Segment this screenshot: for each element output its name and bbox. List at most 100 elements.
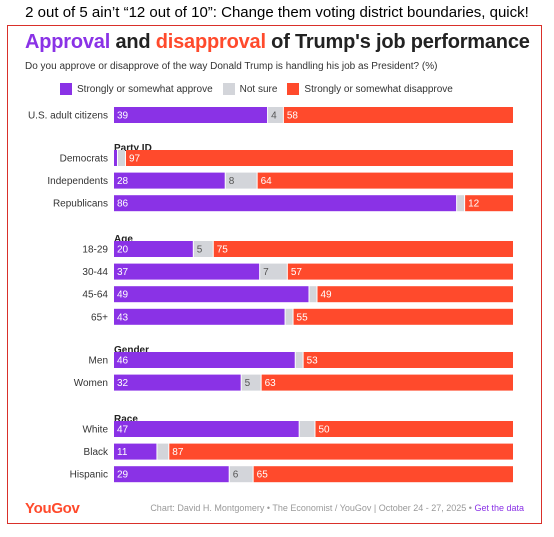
legend-label-approve: Strongly or somewhat approve	[77, 83, 213, 95]
data-label-disapprove: 49	[320, 290, 332, 301]
title-disapproval: disapproval	[155, 31, 266, 53]
bar-not-sure	[241, 374, 261, 391]
group-heading: Party ID	[114, 143, 152, 154]
data-label-approve: 32	[117, 378, 129, 389]
bar-disapprove	[303, 352, 513, 368]
data-label-disapprove: 75	[217, 245, 229, 256]
bar-not-sure	[299, 421, 315, 437]
data-label-not-sure: 5	[245, 378, 251, 389]
data-label-not-sure: 4	[271, 111, 277, 122]
row-label: U.S. adult citizens	[28, 111, 108, 122]
row-label: 65+	[91, 312, 108, 323]
row-label: Women	[74, 378, 108, 389]
data-label-disapprove: 63	[265, 378, 277, 389]
title-and: and	[110, 31, 156, 53]
data-label-approve: 47	[117, 425, 129, 436]
credit-text: Chart: David H. Montgomery • The Economi…	[150, 503, 475, 513]
bar-approve	[114, 286, 309, 303]
bar-approve	[114, 150, 117, 166]
bar-approve	[114, 263, 260, 280]
legend-swatch-approve	[60, 83, 72, 95]
bar-approve	[114, 466, 229, 483]
data-label-approve: 37	[117, 267, 129, 278]
bar-approve	[114, 107, 268, 123]
bar-disapprove	[315, 421, 513, 437]
bar-disapprove	[293, 308, 513, 325]
data-label-disapprove: 57	[291, 267, 303, 278]
row-label: 18-29	[82, 245, 108, 256]
data-label-approve: 11	[117, 447, 128, 458]
yougov-logo: YouGov	[25, 500, 80, 517]
bar-approve	[114, 241, 193, 257]
bar-not-sure	[225, 172, 257, 189]
bar-approve	[114, 195, 457, 212]
data-label-approve: 86	[117, 199, 129, 210]
bar-disapprove	[213, 241, 513, 257]
bar-not-sure	[295, 352, 303, 368]
legend-label-not-sure: Not sure	[239, 83, 278, 95]
title-rest: of Trump's job performance	[265, 31, 530, 53]
bar-not-sure	[260, 263, 287, 280]
bar-not-sure	[457, 195, 465, 212]
bar-disapprove	[261, 374, 513, 391]
group-heading: Age	[114, 234, 133, 245]
bar-disapprove	[317, 286, 513, 303]
group-heading: Gender	[114, 345, 149, 356]
legend-item-disapprove: Strongly or somewhat disapprove	[287, 83, 453, 95]
legend: Strongly or somewhat approve Not sure St…	[60, 83, 453, 95]
image-caption: 2 out of 5 ain’t “12 out of 10”: Change …	[25, 4, 529, 21]
data-label-disapprove: 53	[307, 356, 319, 367]
data-label-approve: 49	[117, 290, 129, 301]
data-label-disapprove: 55	[297, 312, 309, 323]
bar-approve	[114, 374, 241, 391]
bar-approve	[114, 421, 299, 437]
row-label: Black	[84, 447, 109, 458]
bar-disapprove	[169, 443, 513, 460]
bar-approve	[114, 172, 225, 189]
bar-not-sure	[309, 286, 317, 303]
data-label-approve: 46	[117, 356, 129, 367]
data-label-not-sure: 8	[229, 176, 235, 187]
chart-credit: Chart: David H. Montgomery • The Economi…	[150, 503, 524, 513]
chart-subtitle: Do you approve or disapprove of the way …	[25, 61, 438, 72]
bar-not-sure	[285, 308, 293, 325]
data-label-approve: 28	[117, 176, 129, 187]
row-label: Democrats	[60, 154, 108, 165]
bar-not-sure	[117, 150, 125, 166]
bar-disapprove	[465, 195, 513, 212]
row-label: Hispanic	[70, 470, 108, 481]
bar-not-sure	[229, 466, 253, 483]
title-approval: Approval	[25, 31, 111, 53]
bar-not-sure	[268, 107, 283, 123]
data-label-disapprove: 50	[318, 425, 330, 436]
bar-disapprove	[283, 107, 513, 123]
row-label: White	[82, 425, 108, 436]
data-label-not-sure: 6	[233, 470, 239, 481]
bar-disapprove	[125, 150, 513, 166]
row-label: 45-64	[82, 290, 108, 301]
data-label-disapprove: 12	[468, 199, 480, 210]
bar-disapprove	[257, 172, 513, 189]
bar-disapprove	[253, 466, 513, 483]
get-data-link[interactable]: Get the data	[474, 503, 524, 513]
row-label: Republicans	[53, 199, 108, 210]
legend-swatch-not-sure	[222, 83, 235, 95]
data-label-disapprove: 64	[261, 176, 273, 187]
row-label: 30-44	[82, 267, 108, 278]
data-label-approve: 39	[117, 111, 129, 122]
row-label: Independents	[47, 176, 108, 187]
bar-approve	[114, 443, 157, 460]
data-label-disapprove: 65	[257, 470, 269, 481]
data-label-disapprove: 87	[172, 447, 184, 458]
group-heading: Race	[114, 414, 138, 425]
data-label-approve: 43	[117, 312, 129, 323]
legend-label-disapprove: Strongly or somewhat disapprove	[304, 83, 453, 95]
data-label-disapprove: 58	[287, 111, 299, 122]
row-label: Men	[89, 356, 108, 367]
bar-approve	[114, 352, 295, 368]
data-label-approve: 29	[117, 470, 129, 481]
bar-disapprove	[287, 263, 513, 280]
chart-title: Approval and disapproval of Trump's job …	[25, 31, 530, 54]
legend-swatch-disapprove	[287, 83, 300, 95]
